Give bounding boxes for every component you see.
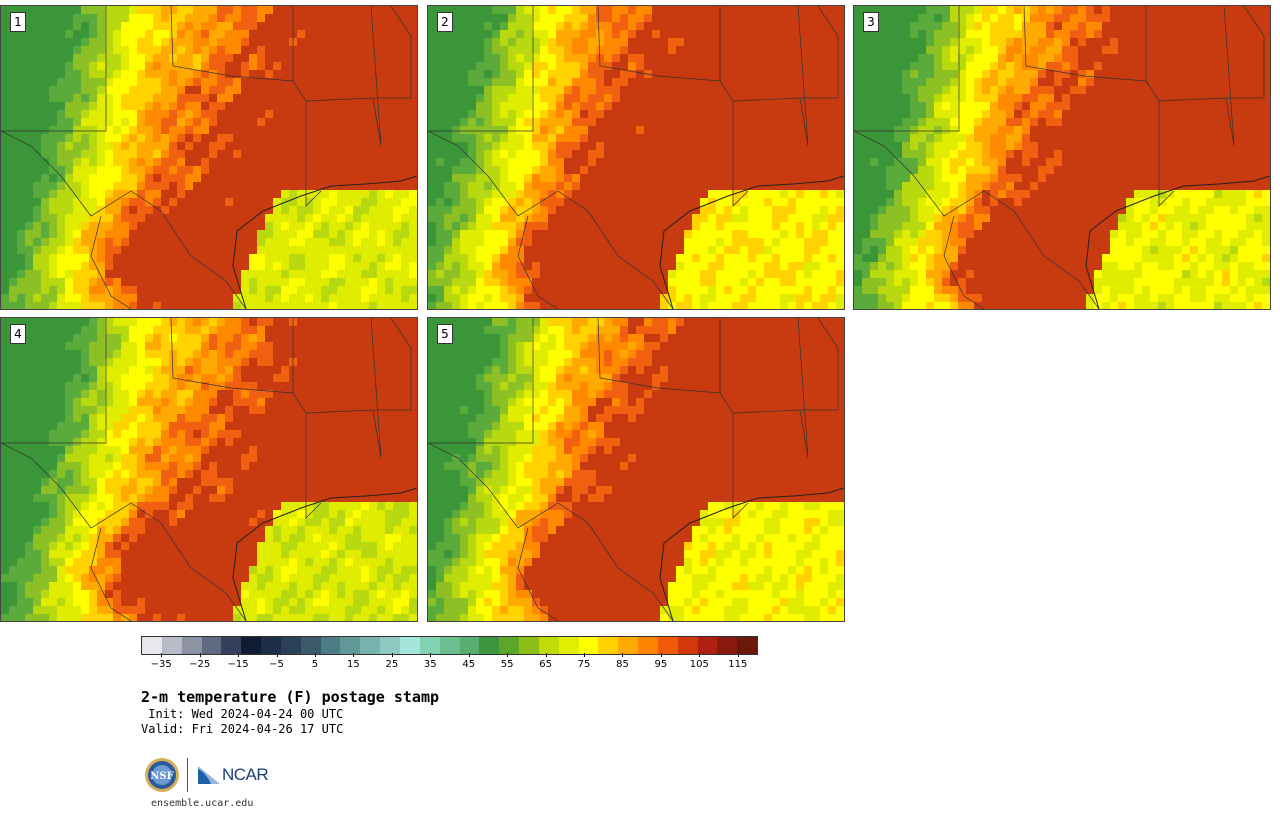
colorbar-swatch (181, 637, 202, 654)
forecast-panel-5[interactable]: 5 (427, 317, 845, 622)
colorbar-swatch (300, 637, 321, 654)
colorbar-swatch (578, 637, 599, 654)
panel-number: 3 (863, 12, 879, 32)
colorbar-tick (314, 653, 316, 657)
colorbar-swatch (519, 637, 539, 654)
website-link[interactable]: ensemble.ucar.edu (151, 798, 254, 809)
temperature-map (428, 318, 844, 621)
ncar-logo-icon (198, 766, 220, 784)
colorbar-tick-label: 105 (689, 659, 709, 670)
temperature-map (854, 6, 1270, 309)
panel-number: 2 (437, 12, 453, 32)
colorbar-swatch (697, 637, 718, 654)
colorbar-tick (468, 653, 470, 657)
colorbar-swatch (499, 637, 520, 654)
colorbar-tick-label: 115 (728, 659, 748, 670)
forecast-panel-3[interactable]: 3 (853, 5, 1271, 310)
nsf-logo-icon: NSF (145, 758, 179, 792)
sponsor-logos: NSF NCAR (144, 757, 269, 793)
colorbar-tick-label: 5 (311, 659, 319, 670)
forecast-panel-4[interactable]: 4 (0, 317, 418, 622)
colorbar-tick-label: −5 (269, 659, 284, 670)
colorbar-swatch (558, 637, 579, 654)
temperature-map (1, 6, 417, 309)
colorbar-tick (161, 653, 163, 657)
colorbar-tick (545, 653, 547, 657)
temperature-colorbar (141, 636, 758, 655)
colorbar-tick (238, 653, 240, 657)
colorbar-swatch (598, 637, 619, 654)
logo-divider (187, 758, 188, 792)
ncar-logo: NCAR (197, 765, 269, 785)
valid-time: Valid: Fri 2024-04-26 17 UTC (141, 722, 344, 736)
colorbar-tick (660, 653, 662, 657)
colorbar-tick-label: 95 (654, 659, 668, 670)
colorbar-tick-label: 35 (423, 659, 437, 670)
colorbar-tick (699, 653, 701, 657)
colorbar-tick (737, 653, 739, 657)
colorbar-swatch (479, 637, 500, 654)
colorbar-tick-label: 75 (577, 659, 591, 670)
colorbar-tick (391, 653, 393, 657)
ncar-logo-text: NCAR (222, 765, 269, 784)
panel-number: 5 (437, 324, 453, 344)
temperature-map (1, 318, 417, 621)
colorbar-tick-label: −35 (150, 659, 172, 670)
colorbar-tick-label: 55 (500, 659, 514, 670)
colorbar-swatch (439, 637, 460, 654)
colorbar-swatch (241, 637, 262, 654)
forecast-panel-2[interactable]: 2 (427, 5, 845, 310)
colorbar-swatch (280, 637, 301, 654)
colorbar-swatch (459, 637, 480, 654)
colorbar-tick-label: 65 (539, 659, 552, 670)
plot-title: 2-m temperature (F) postage stamp (141, 688, 440, 706)
colorbar-tick (199, 653, 201, 657)
panel-number: 1 (10, 12, 26, 32)
colorbar-tick (353, 653, 355, 657)
colorbar-swatch (638, 637, 658, 654)
colorbar-tick-label: 45 (462, 659, 476, 670)
colorbar-swatch (360, 637, 381, 654)
colorbar-ticks: −35 −25 −15 −5 5 15 25 35 45 55 65 75 85 95 105 115 (141, 653, 758, 675)
colorbar-tick (276, 653, 278, 657)
colorbar-tick (430, 653, 432, 657)
temperature-map (428, 6, 844, 309)
colorbar-swatch (261, 637, 281, 654)
colorbar-swatch (677, 637, 698, 654)
colorbar-swatch (340, 637, 361, 654)
colorbar-swatch (221, 637, 242, 654)
colorbar-swatch (380, 637, 400, 654)
colorbar-swatch (657, 637, 678, 654)
colorbar-tick-label: −15 (227, 659, 249, 670)
colorbar-swatch (419, 637, 440, 654)
colorbar-swatch (618, 637, 639, 654)
colorbar-tick-label: 15 (347, 659, 360, 670)
panel-number: 4 (10, 324, 26, 344)
colorbar-tick (622, 653, 624, 657)
colorbar-swatch (201, 637, 222, 654)
colorbar-swatch (399, 637, 420, 654)
colorbar-tick-label: 85 (616, 659, 629, 670)
colorbar-swatch (737, 637, 758, 654)
colorbar-swatch (717, 637, 738, 654)
colorbar-swatch (538, 637, 559, 654)
colorbar-swatch (142, 637, 162, 654)
colorbar-tick-label: −25 (189, 659, 211, 670)
forecast-panel-1[interactable]: 1 (0, 5, 418, 310)
colorbar-tick (507, 653, 509, 657)
colorbar-swatch (320, 637, 341, 654)
init-time: Init: Wed 2024-04-24 00 UTC (141, 707, 344, 721)
colorbar-tick (584, 653, 586, 657)
colorbar-tick-label: 25 (385, 659, 399, 670)
colorbar-swatch (161, 637, 182, 654)
